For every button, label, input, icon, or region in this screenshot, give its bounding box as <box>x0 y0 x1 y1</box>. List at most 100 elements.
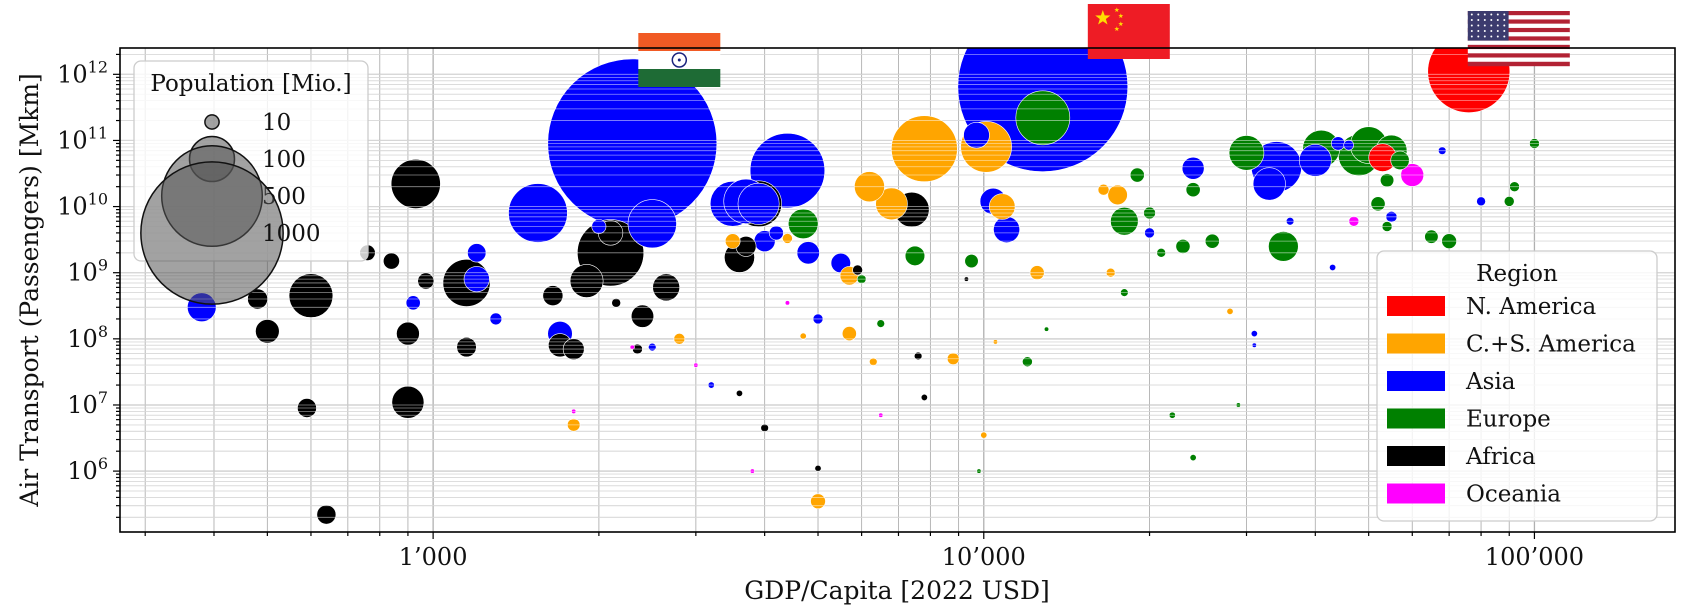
x-axis-ticks: 1’000 10’000 100’000 <box>144 532 1584 571</box>
bubble-point <box>875 187 908 221</box>
bubble-point <box>1226 307 1234 315</box>
region-legend-label: Africa <box>1465 444 1536 470</box>
x-tick-label: 100’000 <box>1485 543 1584 571</box>
bubble-point <box>1043 326 1050 332</box>
bubble-point <box>1476 196 1486 207</box>
y-axis-ticks: 106 107 108 109 1010 1011 1012 <box>57 53 120 518</box>
bubble-point <box>1097 183 1110 196</box>
region-legend-entries: N. America C.+S. America Asia Europe Africa O… <box>1387 294 1636 508</box>
bubble-point <box>1228 135 1265 171</box>
bubble-point <box>787 208 819 239</box>
bubble-point <box>405 295 421 311</box>
bubble-point <box>810 493 826 510</box>
bubble-point <box>1250 330 1258 338</box>
region-legend-label: Europe <box>1466 407 1551 433</box>
bubble-point <box>841 326 857 342</box>
region-legend-swatch <box>1387 296 1445 316</box>
bubble-point <box>1175 238 1191 254</box>
flag-layer <box>638 4 1570 87</box>
bubble-point <box>993 216 1020 243</box>
bubble-point <box>852 264 863 276</box>
bubble-point <box>784 300 790 306</box>
bubble-point <box>1252 167 1286 201</box>
bubble-point <box>630 304 655 328</box>
bubble-point <box>1107 184 1128 206</box>
bubble-point <box>1424 229 1439 244</box>
bubble-point <box>814 464 822 472</box>
bubble-point <box>980 431 988 439</box>
bubble-point <box>904 245 926 266</box>
bubble-point <box>869 357 878 366</box>
size-legend-label: 1000 <box>262 221 321 247</box>
bubble-point <box>456 336 477 358</box>
bubble-point <box>760 423 769 433</box>
y-tick-label: 108 <box>67 322 108 353</box>
region-legend-label: N. America <box>1466 294 1597 320</box>
bubble-point <box>913 351 923 361</box>
y-axis-label: Air Transport (Passengers) [Mkm] <box>15 73 44 508</box>
bubble-point <box>1329 263 1337 271</box>
bubble-point <box>1022 356 1033 368</box>
bubble-point <box>964 254 979 269</box>
bubble-point <box>1380 173 1395 188</box>
bubble-point <box>1189 454 1197 462</box>
bubble-point <box>799 332 807 340</box>
region-legend-title: Region <box>1476 261 1558 287</box>
bubble-point <box>611 298 621 308</box>
bubble-point <box>1370 196 1386 212</box>
size-legend-title: Population [Mio.] <box>150 71 351 97</box>
bubble-point <box>1503 196 1515 207</box>
region-legend-swatch <box>1387 408 1445 429</box>
region-legend: Region N. America C.+S. America Asia Europe… <box>1376 250 1658 522</box>
size-legend-marker <box>140 161 284 305</box>
bubble-point <box>542 285 564 307</box>
y-tick-label: 109 <box>67 256 108 287</box>
x-tick-label: 1’000 <box>399 543 468 571</box>
usa-flag-icon <box>1467 11 1570 67</box>
region-legend-swatch <box>1387 333 1445 354</box>
bubble-point <box>782 233 793 244</box>
bubble-point <box>876 319 885 328</box>
region-legend-label: Oceania <box>1466 482 1561 508</box>
bubble-point <box>737 182 780 225</box>
y-tick-label: 1010 <box>57 190 108 221</box>
size-legend-label: 100 <box>262 147 306 173</box>
bubble-point <box>963 121 990 149</box>
bubble-point <box>735 389 743 397</box>
region-legend-label: C.+S. America <box>1466 332 1636 358</box>
bubble-point <box>1185 182 1201 198</box>
bubble-point <box>383 252 400 270</box>
bubble-point <box>288 273 334 318</box>
region-legend-box <box>1376 250 1658 522</box>
bubble-point <box>391 385 425 419</box>
bubble-point <box>648 342 657 352</box>
y-tick-label: 1012 <box>57 57 108 88</box>
size-legend-marker <box>204 114 220 130</box>
region-legend-label: Asia <box>1465 369 1516 395</box>
bubble-point <box>627 199 677 249</box>
region-legend-swatch <box>1387 446 1445 466</box>
x-tick-label: 10’000 <box>942 543 1026 571</box>
bubble-point <box>1343 139 1355 151</box>
bubble-point <box>390 158 441 209</box>
bubble-point <box>255 319 280 344</box>
bubble-point <box>891 115 958 183</box>
china-flag-icon <box>1087 4 1170 59</box>
x-axis-label: GDP/Capita [2022 USD] <box>744 576 1050 605</box>
region-legend-swatch <box>1387 371 1445 391</box>
bubble-point <box>316 504 337 525</box>
bubble-point <box>1015 90 1071 146</box>
y-tick-label: 107 <box>67 388 108 419</box>
y-tick-label: 1011 <box>57 123 108 154</box>
bubble-point <box>1181 156 1205 180</box>
region-legend-swatch <box>1387 483 1445 504</box>
y-tick-label: 106 <box>67 454 108 485</box>
bubble-point <box>1268 231 1299 262</box>
india-flag-icon <box>638 33 721 87</box>
bubble-point <box>920 393 928 401</box>
bubble-point <box>417 272 435 290</box>
size-legend-label: 10 <box>262 110 291 136</box>
